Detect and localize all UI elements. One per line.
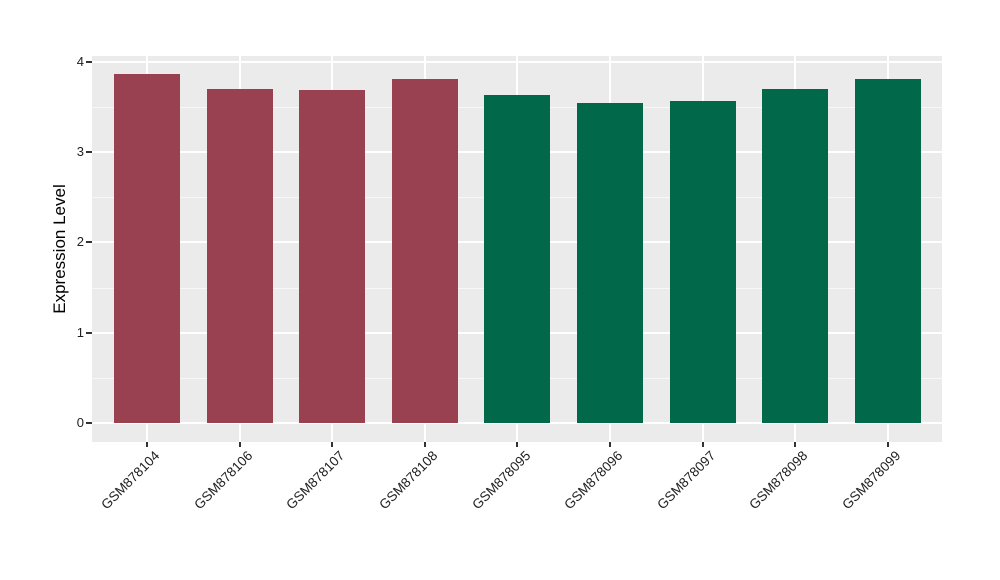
y-tick-mark: [86, 60, 92, 63]
x-tick-mark: [609, 442, 611, 447]
x-tick-mark: [516, 442, 519, 447]
y-tick-mark: [86, 331, 92, 334]
y-tick-mark: [86, 151, 92, 154]
x-tick-mark: [146, 442, 148, 447]
y-tick-label: 0: [76, 415, 84, 430]
x-tick-label-text: GSM878097: [653, 448, 719, 513]
x-tick-label-text: GSM878096: [561, 448, 626, 513]
bar-GSM878098: [762, 88, 829, 423]
x-tick-label-text: GSM878104: [98, 448, 163, 513]
y-tick-mark: [86, 422, 92, 424]
x-tick-mark: [886, 442, 889, 447]
x-tick-label-text: GSM878099: [839, 448, 904, 513]
x-tick-label-text: GSM878095: [468, 448, 533, 513]
y-tick-label: 4: [76, 53, 84, 69]
x-tick-label-text: GSM878108: [376, 448, 441, 513]
bar-GSM878096: [577, 103, 643, 423]
x-tick-mark: [423, 442, 426, 447]
x-tick-mark: [238, 442, 241, 447]
plot-area: [92, 56, 942, 442]
bar-GSM878095: [484, 95, 551, 423]
y-tick-label: 1: [76, 324, 84, 340]
x-tick-mark: [331, 442, 334, 447]
bar-GSM878099: [854, 78, 921, 423]
x-tick-mark: [701, 442, 704, 447]
y-tick-label: 3: [76, 144, 84, 160]
x-tick-label-text: GSM878106: [190, 448, 256, 513]
bar-GSM878107: [299, 89, 366, 423]
x-tick-label-text: GSM878098: [746, 448, 811, 513]
bar-GSM878104: [114, 74, 180, 423]
bar-GSM878106: [206, 88, 273, 423]
x-tick-mark: [794, 442, 797, 447]
x-tick-label-text: GSM878107: [283, 448, 348, 513]
bar-GSM878108: [391, 78, 458, 423]
y-tick-label: 2: [76, 234, 84, 250]
bar-GSM878097: [669, 100, 736, 423]
y-tick-mark: [86, 241, 92, 244]
